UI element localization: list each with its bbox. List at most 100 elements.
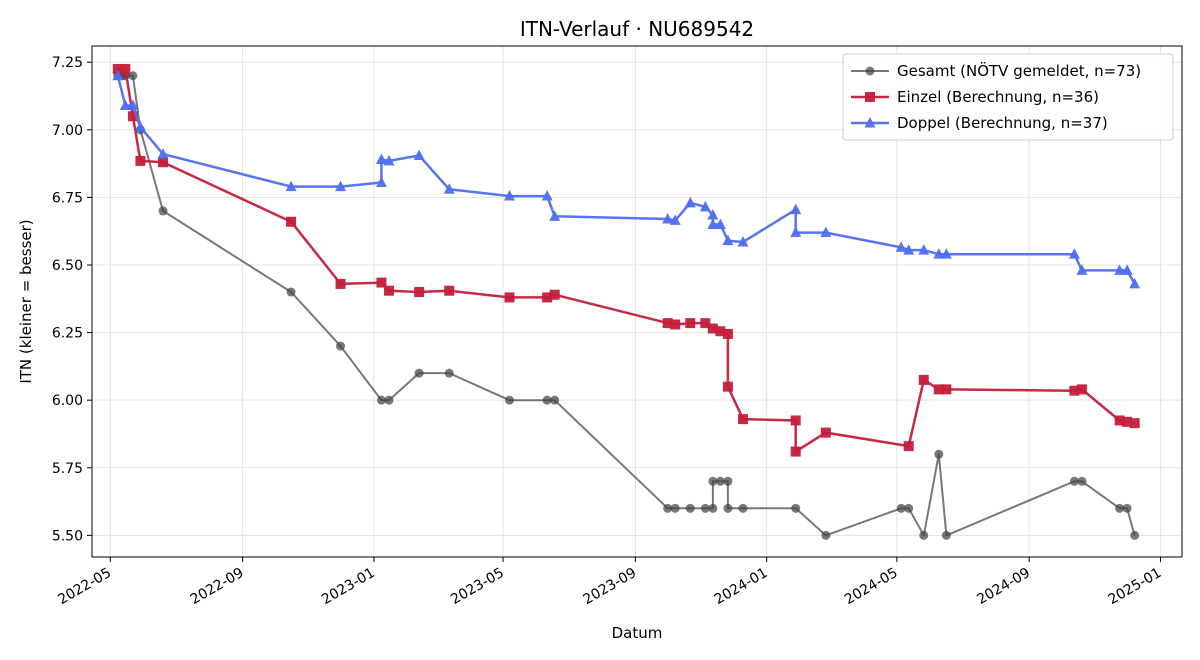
data-point bbox=[670, 503, 680, 513]
data-point bbox=[127, 111, 138, 122]
data-point bbox=[286, 216, 297, 227]
data-point bbox=[134, 121, 146, 132]
data-point bbox=[128, 71, 138, 81]
data-point bbox=[1121, 264, 1133, 275]
data-point bbox=[722, 328, 733, 339]
y-axis-label: ITN (kleiner = besser) bbox=[17, 219, 35, 383]
legend-item: Einzel (Berechnung, n=36) bbox=[851, 88, 1099, 106]
legend-box bbox=[842, 53, 1174, 141]
data-point bbox=[157, 148, 169, 159]
data-point bbox=[376, 277, 387, 288]
data-point bbox=[1130, 530, 1140, 540]
data-point bbox=[707, 208, 719, 220]
legend-item: Doppel (Berechnung, n=37) bbox=[851, 114, 1108, 132]
chart-title: ITN-Verlauf · NU689542 bbox=[520, 17, 754, 41]
data-point bbox=[1129, 418, 1140, 429]
data-point bbox=[895, 241, 907, 252]
data-point bbox=[549, 210, 561, 221]
y-tick-label: 6.50 bbox=[52, 258, 83, 274]
legend: Gesamt (NÖTV gemeldet, n=73) Einzel (Bere… bbox=[842, 53, 1174, 141]
y-tick-label: 7.00 bbox=[52, 123, 83, 139]
data-point bbox=[335, 278, 346, 289]
data-point bbox=[707, 323, 718, 334]
data-point bbox=[384, 395, 394, 405]
data-point bbox=[918, 244, 930, 255]
data-point bbox=[941, 384, 952, 395]
grid bbox=[92, 46, 1182, 557]
data-point bbox=[336, 341, 346, 351]
data-point bbox=[444, 368, 454, 378]
legend-marker bbox=[864, 117, 876, 128]
data-point bbox=[790, 203, 802, 215]
data-point bbox=[504, 395, 514, 405]
data-point bbox=[375, 176, 387, 188]
data-point bbox=[790, 446, 801, 457]
data-point bbox=[918, 374, 929, 385]
data-point bbox=[1122, 416, 1133, 427]
data-point bbox=[444, 285, 455, 296]
data-point bbox=[158, 157, 169, 168]
data-point bbox=[685, 503, 695, 513]
data-point bbox=[933, 384, 944, 395]
data-point bbox=[663, 503, 673, 513]
data-point bbox=[790, 415, 801, 426]
legend-item: Gesamt (NÖTV gemeldet, n=73) bbox=[851, 61, 1141, 80]
plot-frame bbox=[91, 45, 1183, 558]
data-point bbox=[722, 234, 734, 246]
data-point bbox=[503, 190, 515, 201]
data-point bbox=[375, 153, 387, 165]
data-point bbox=[335, 180, 347, 192]
data-point bbox=[135, 155, 146, 166]
x-tick-label: 2025-01 bbox=[1106, 565, 1165, 608]
x-tick-label: 2024-09 bbox=[974, 565, 1033, 608]
data-point bbox=[119, 99, 131, 110]
data-point bbox=[662, 213, 674, 224]
data-point bbox=[904, 503, 914, 513]
data-point bbox=[791, 503, 801, 513]
x-axis-label: Datum bbox=[612, 624, 663, 642]
data-point bbox=[934, 449, 944, 459]
data-point bbox=[820, 427, 831, 438]
data-point bbox=[1077, 476, 1087, 486]
data-point bbox=[1069, 476, 1079, 486]
data-point bbox=[1115, 503, 1125, 513]
data-point bbox=[723, 476, 733, 486]
y-tick-label: 5.75 bbox=[52, 461, 83, 477]
series-einzel bbox=[112, 63, 1140, 457]
data-point bbox=[1076, 384, 1087, 395]
data-point bbox=[933, 248, 945, 259]
x-tick-label: 2022-09 bbox=[188, 565, 247, 608]
data-point bbox=[708, 476, 718, 486]
y-tick-label: 7.25 bbox=[52, 55, 83, 71]
data-point bbox=[1122, 503, 1132, 513]
data-point bbox=[376, 395, 386, 405]
data-point bbox=[383, 154, 395, 166]
y-tick-label: 6.00 bbox=[52, 393, 83, 409]
data-point bbox=[383, 285, 394, 296]
data-point bbox=[158, 206, 168, 216]
data-point bbox=[414, 368, 424, 378]
data-point bbox=[715, 326, 726, 337]
data-point bbox=[127, 99, 139, 110]
data-point bbox=[1114, 415, 1125, 426]
series-doppel bbox=[112, 69, 1141, 289]
data-point bbox=[707, 218, 719, 229]
data-point bbox=[723, 503, 733, 513]
data-point bbox=[112, 63, 123, 74]
x-tick-label: 2024-01 bbox=[712, 565, 771, 608]
legend-label: Einzel (Berechnung, n=36) bbox=[897, 88, 1099, 106]
data-point bbox=[919, 530, 929, 540]
data-point bbox=[941, 530, 951, 540]
data-point bbox=[542, 395, 552, 405]
data-point bbox=[896, 503, 906, 513]
data-point bbox=[722, 381, 733, 392]
data-point bbox=[1114, 264, 1126, 275]
y-tick-label: 6.75 bbox=[52, 190, 83, 206]
data-point bbox=[715, 476, 725, 486]
x-tick-label: 2022-05 bbox=[55, 565, 114, 608]
legend-marker bbox=[865, 92, 875, 102]
data-point bbox=[685, 318, 696, 329]
y-tick-label: 5.50 bbox=[52, 528, 83, 544]
series-layer bbox=[112, 63, 1141, 540]
